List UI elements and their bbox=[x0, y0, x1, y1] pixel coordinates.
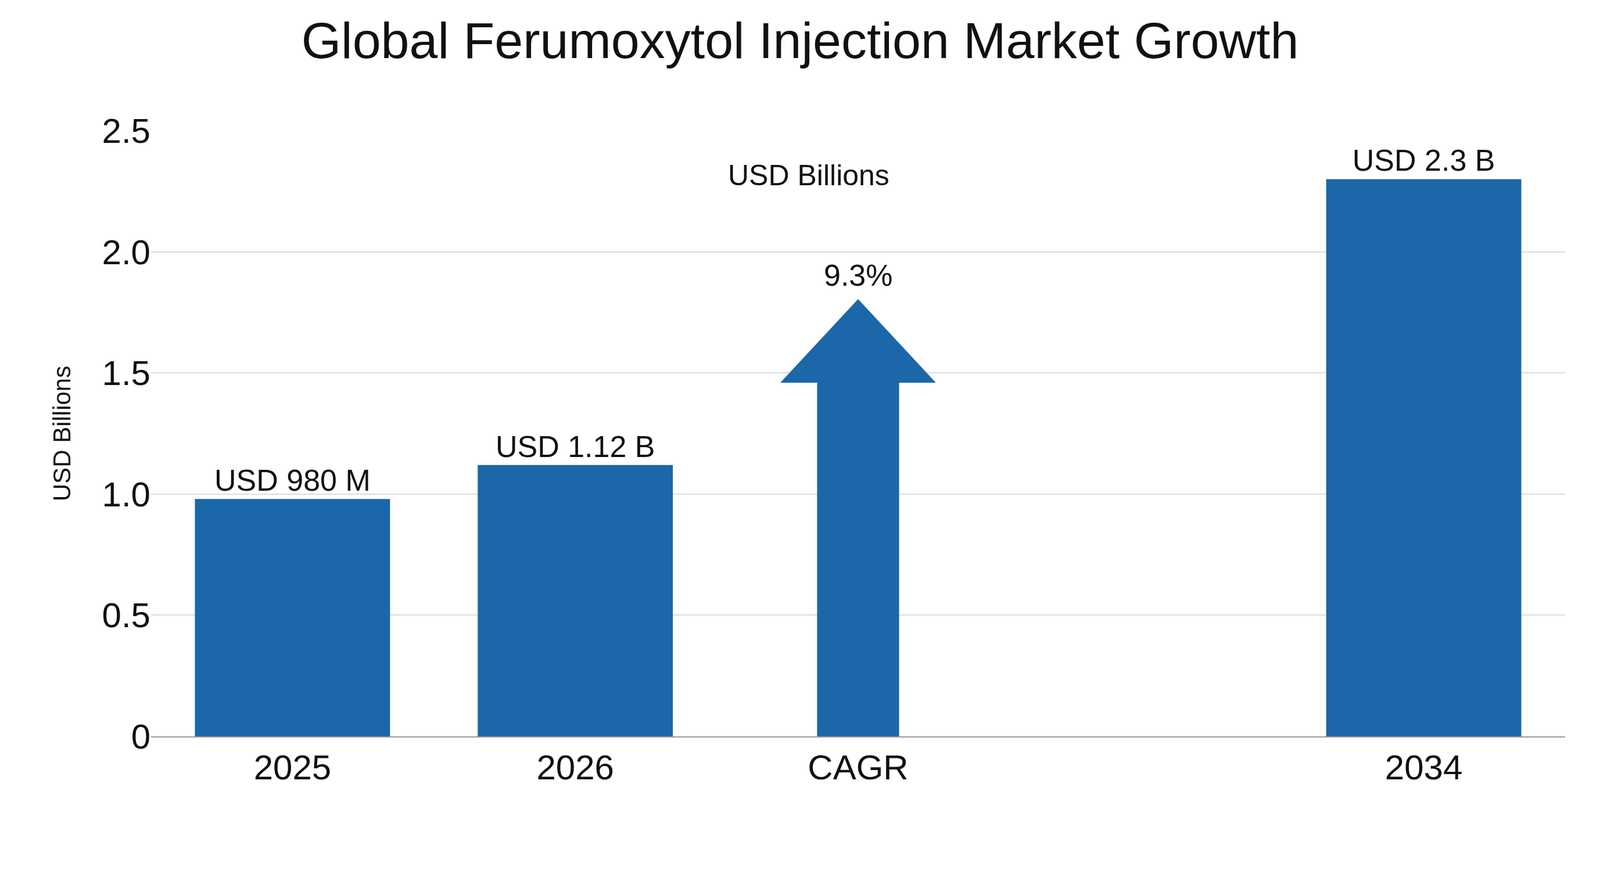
svg-text:USD 1.12 B: USD 1.12 B bbox=[495, 429, 656, 464]
svg-text:Global Ferumoxytol Injection M: Global Ferumoxytol Injection Market Grow… bbox=[301, 11, 1300, 70]
svg-text:1.0: 1.0 bbox=[102, 475, 151, 515]
svg-text:USD Billions: USD Billions bbox=[48, 366, 76, 502]
svg-text:USD 980 M: USD 980 M bbox=[214, 463, 371, 498]
svg-text:2026: 2026 bbox=[536, 748, 614, 788]
svg-text:0.5: 0.5 bbox=[102, 596, 151, 636]
svg-text:0: 0 bbox=[131, 717, 151, 757]
svg-text:2034: 2034 bbox=[1385, 748, 1463, 788]
svg-text:CAGR: CAGR bbox=[807, 748, 909, 788]
svg-text:2.5: 2.5 bbox=[102, 111, 151, 151]
svg-text:2025: 2025 bbox=[253, 748, 332, 788]
svg-text:9.3%: 9.3% bbox=[823, 258, 893, 293]
svg-text:1.5: 1.5 bbox=[102, 353, 151, 393]
svg-text:2.0: 2.0 bbox=[102, 232, 151, 272]
svg-text:USD 2.3 B: USD 2.3 B bbox=[1352, 143, 1496, 178]
svg-text:USD Billions: USD Billions bbox=[727, 159, 890, 192]
